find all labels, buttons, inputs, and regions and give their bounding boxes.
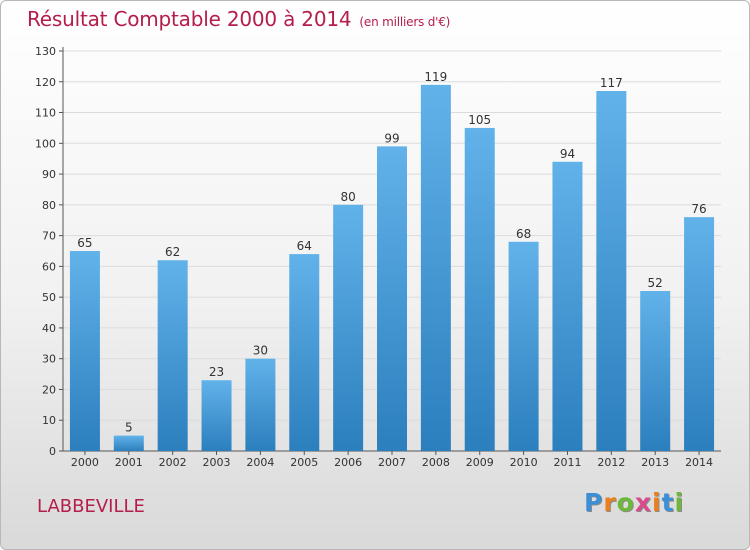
y-tick-label: 50 (42, 291, 56, 304)
bar (289, 254, 320, 451)
chart-title: Résultat Comptable 2000 à 2014 (en millie… (27, 7, 450, 31)
x-tick-label: 2014 (685, 456, 713, 469)
y-tick-label: 120 (35, 76, 56, 89)
bar (420, 84, 451, 451)
bar (69, 251, 100, 451)
bar (552, 161, 583, 451)
x-tick-label: 2009 (466, 456, 494, 469)
value-label: 65 (77, 236, 92, 250)
value-label: 76 (691, 202, 706, 216)
value-label: 62 (165, 245, 180, 259)
y-tick-label: 0 (49, 445, 56, 458)
x-tick-label: 2011 (553, 456, 581, 469)
y-tick-label: 100 (35, 137, 56, 150)
value-label: 94 (560, 147, 575, 161)
value-label: 105 (468, 113, 491, 127)
x-tick-label: 2004 (246, 456, 274, 469)
logo-letter: r (603, 488, 617, 517)
bar (333, 204, 364, 451)
logo-letter: t (661, 488, 675, 517)
x-tick-label: 2003 (203, 456, 231, 469)
value-label: 52 (648, 276, 663, 290)
bar (113, 435, 144, 451)
y-tick-label: 30 (42, 353, 56, 366)
bar (157, 260, 188, 451)
x-tick-label: 2010 (510, 456, 538, 469)
bar (377, 146, 407, 451)
y-tick-label: 90 (42, 168, 56, 181)
chart-title-text: Résultat Comptable 2000 à 2014 (27, 7, 352, 31)
x-tick-label: 2013 (641, 456, 669, 469)
chart-subtitle: (en milliers d'€) (359, 15, 451, 29)
bar (596, 91, 627, 451)
x-tick-label: 2000 (71, 456, 99, 469)
proxiti-logo: Proxiti (584, 488, 684, 517)
y-tick-label: 80 (42, 199, 56, 212)
bar (245, 358, 276, 451)
logo-letter: i (674, 488, 685, 517)
y-tick-label: 60 (42, 260, 56, 273)
bar (508, 241, 539, 451)
bars (69, 84, 715, 451)
value-label: 64 (297, 239, 312, 253)
axes: 0 10 20 30 40 50 60 70 80 90 100 110 120 130 2000 2001 2… (35, 45, 721, 469)
y-tick-label: 110 (35, 107, 56, 120)
x-tick-label: 2001 (115, 456, 143, 469)
value-label: 99 (384, 131, 399, 145)
y-tick-label: 40 (42, 322, 56, 335)
bar (640, 291, 671, 451)
value-label: 5 (125, 421, 133, 435)
value-label: 119 (424, 70, 447, 84)
x-tick-label: 2012 (597, 456, 625, 469)
x-tick-label: 2002 (159, 456, 187, 469)
value-label: 30 (253, 344, 268, 358)
y-tick-label: 20 (42, 383, 56, 396)
x-tick-label: 2007 (378, 456, 406, 469)
y-tick-label: 70 (42, 230, 56, 243)
logo-letter: i (652, 488, 662, 517)
y-tick-label: 10 (42, 414, 56, 427)
value-label: 68 (516, 227, 531, 241)
logo-letter: x (634, 488, 652, 517)
town-name: LABBEVILLE (37, 496, 145, 517)
logo-letter: o (616, 488, 635, 517)
value-label: 80 (340, 190, 355, 204)
y-tick-label: 130 (35, 45, 56, 58)
x-tick-label: 2008 (422, 456, 450, 469)
bar (464, 127, 495, 451)
value-label: 117 (600, 76, 623, 90)
value-label: 23 (209, 365, 224, 379)
logo-letter: P (584, 488, 604, 517)
value-labels: 65 5 62 23 30 64 80 99 119 105 68 94 117 52 76 (77, 70, 706, 435)
bar (684, 217, 715, 451)
bar (201, 380, 232, 451)
x-tick-label: 2005 (290, 456, 318, 469)
x-tick-label: 2006 (334, 456, 362, 469)
